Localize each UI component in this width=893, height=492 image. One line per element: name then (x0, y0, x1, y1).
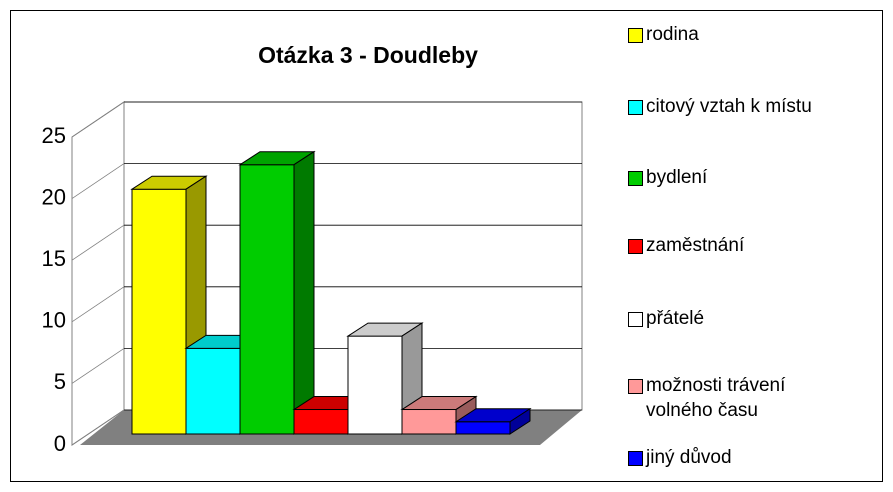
bar-side (509, 407, 531, 435)
grid-line (71, 409, 125, 446)
y-tick-label: 10 (42, 308, 66, 333)
legend-swatch (628, 451, 643, 466)
legend-label: rodina (646, 24, 699, 45)
bar-side (293, 150, 315, 435)
legend-swatch (628, 171, 643, 186)
legend-swatch (628, 312, 643, 327)
bar-front (455, 421, 511, 435)
y-tick-label: 15 (42, 246, 66, 271)
grid-line (71, 163, 125, 199)
bar-front (131, 188, 187, 435)
bar-front (293, 409, 349, 435)
legend-swatch (628, 28, 643, 43)
y-tick-label: 20 (42, 184, 66, 209)
grid-line (71, 224, 125, 261)
bar-front (185, 347, 241, 435)
legend-item: jiný důvod (628, 445, 878, 470)
y-tick-label: 0 (54, 431, 66, 456)
left-wall (71, 101, 125, 446)
bar-front (347, 335, 403, 435)
legend-label: přátelé (646, 308, 705, 329)
legend-swatch (628, 100, 643, 115)
legend-item: možnosti trávení volného času (628, 373, 878, 423)
grid-line (71, 101, 125, 138)
legend-swatch (628, 239, 643, 254)
legend-item: zaměstnání (628, 233, 878, 258)
legend-item: citový vztah k místu (628, 94, 878, 119)
bar (130, 175, 208, 435)
y-tick-label: 5 (54, 369, 66, 394)
bar (454, 407, 532, 435)
legend-label: zaměstnání (646, 235, 745, 256)
y-tick-label: 25 (42, 123, 66, 148)
grid-line (71, 348, 125, 384)
legend-item: rodina (628, 22, 878, 47)
bar-front (239, 164, 295, 435)
legend-label: možnosti trávení volného času (646, 375, 786, 421)
legend-item: přátelé (628, 306, 878, 331)
legend-label: jiný důvod (646, 447, 732, 468)
legend-item: bydlení (628, 165, 878, 190)
legend-swatch (628, 379, 643, 394)
bar (238, 150, 316, 435)
bar-front (401, 409, 457, 435)
legend-label: citový vztah k místu (646, 96, 812, 117)
legend-label: bydlení (646, 167, 708, 188)
grid-line (71, 286, 125, 323)
chart-title: Otázka 3 - Doudleby (258, 42, 478, 68)
